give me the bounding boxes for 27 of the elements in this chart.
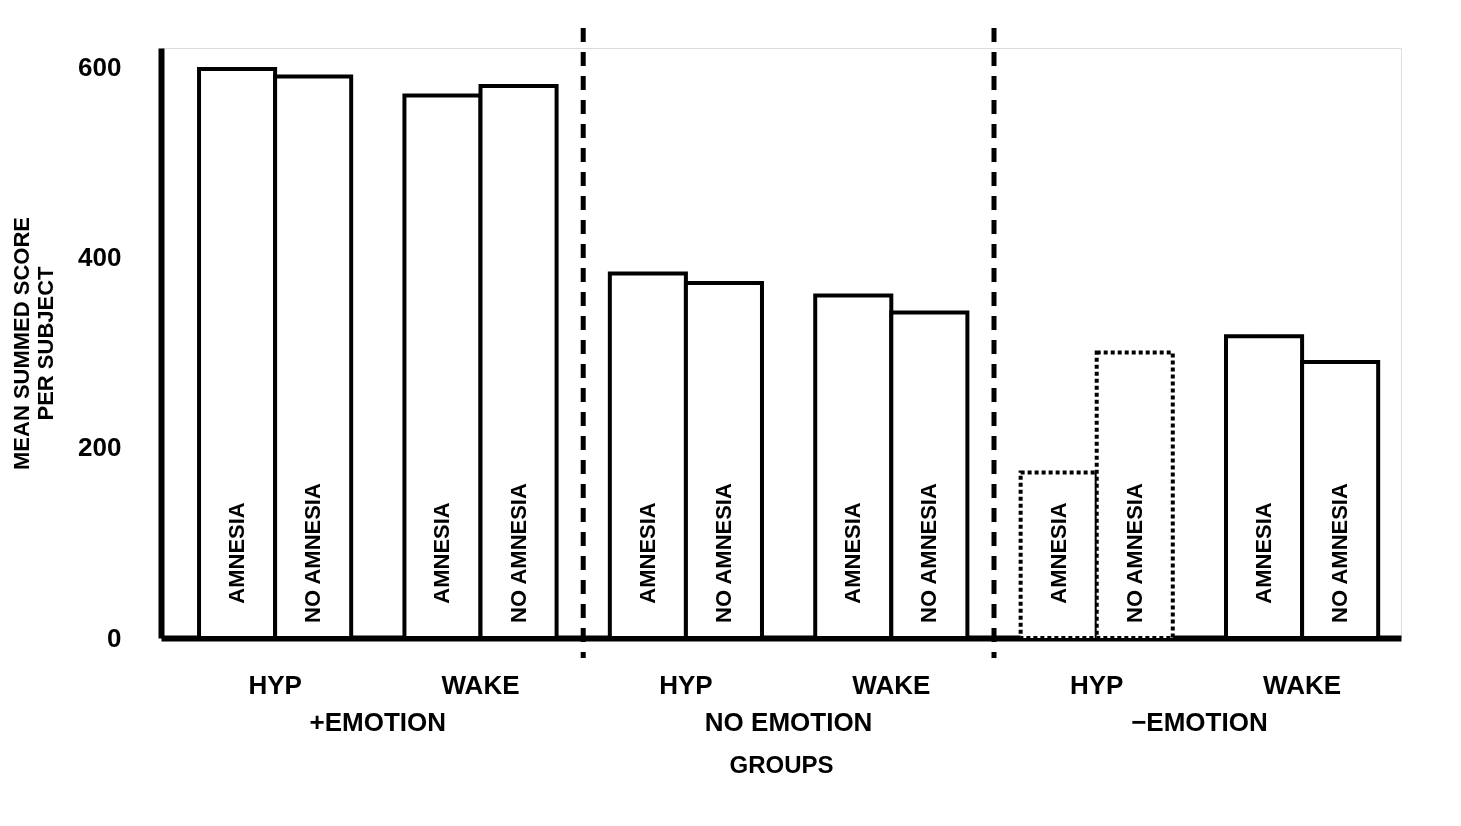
y-tick-label: 600 [78, 51, 122, 82]
text: −EMOTION [1131, 707, 1268, 737]
text: +EMOTION [309, 707, 447, 737]
text: NO EMOTION [704, 707, 873, 737]
x-tick-label: AMNESIA [1045, 502, 1071, 604]
x-tick-label: AMNESIA [224, 502, 250, 604]
x-tick-label: AMNESIA [634, 502, 660, 604]
x-tick-label: NO AMNESIA [300, 483, 326, 623]
text: HYP [659, 670, 713, 700]
y-tick-label: 200 [78, 432, 122, 463]
y-tick-label: 400 [78, 241, 122, 272]
x-axis-title: GROUPS [729, 750, 834, 778]
y-axis-title: MEAN SUMMED SCORE PER SUBJECT [9, 216, 59, 471]
x-tick-label: AMNESIA [1251, 502, 1277, 604]
text: WAKE [441, 670, 520, 700]
text: HYP [1069, 670, 1124, 700]
text: WAKE [1263, 670, 1342, 700]
x-tick-label: NO AMNESIA [916, 483, 942, 623]
text: HYP [248, 670, 302, 700]
x-tick-label: AMNESIA [840, 502, 866, 604]
x-tick-label: NO AMNESIA [1121, 483, 1147, 623]
x-tick-label: NO AMNESIA [505, 483, 531, 623]
y-tick-label: 0 [107, 622, 122, 653]
x-tick-label: NO AMNESIA [1327, 483, 1353, 623]
x-tick-label: NO AMNESIA [710, 483, 736, 623]
x-tick-label: AMNESIA [429, 502, 455, 604]
text: WAKE [852, 670, 931, 700]
